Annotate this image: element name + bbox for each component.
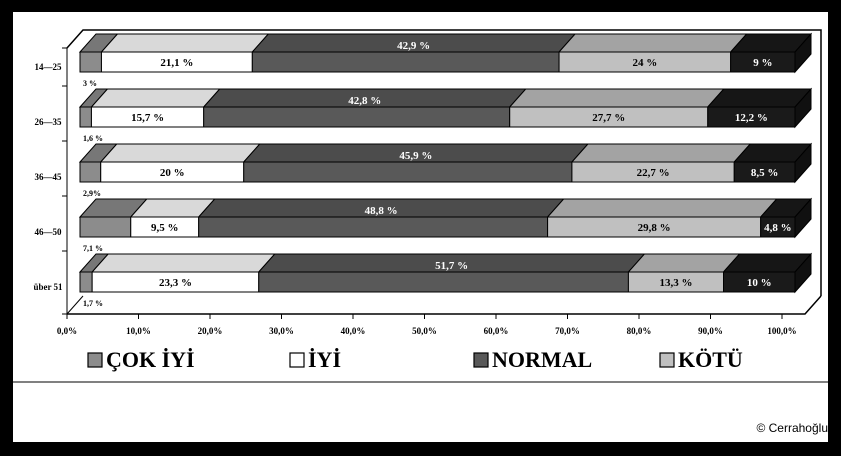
credit-text: © Cerrahoğlu [756, 421, 828, 435]
bar-segment [707, 106, 796, 128]
data-label: 22,7 % [637, 167, 670, 179]
data-label: 4,8 % [764, 222, 792, 234]
bar-top-face [557, 33, 748, 53]
bar-top-face [91, 253, 276, 273]
category-label: 14—25 [35, 62, 63, 72]
data-label: 1,6 % [83, 134, 103, 143]
legend-label: ÇOK İYİ [106, 347, 195, 372]
bar-top-face [546, 198, 778, 218]
bar-segment [258, 271, 629, 293]
category-label: 36—45 [35, 172, 63, 182]
legend-label: İYİ [308, 347, 341, 372]
data-label: 9 % [753, 57, 772, 69]
data-label: 7,1 % [83, 244, 103, 253]
data-label: 13,3 % [659, 277, 692, 289]
floor-edge [67, 295, 822, 315]
category-label: 46—50 [35, 227, 63, 237]
x-tick-label: 100,0% [767, 326, 796, 336]
legend-swatch [473, 352, 489, 368]
x-tick-label: 60,0% [484, 326, 509, 336]
x-tick-label: 30,0% [269, 326, 294, 336]
bar-top-face [570, 143, 752, 163]
bar-top-face [627, 253, 741, 273]
bar-segment [79, 161, 102, 183]
data-label: 45,9 % [399, 150, 432, 162]
data-label: 29,8 % [638, 222, 671, 234]
legend-swatch [87, 352, 103, 368]
x-tick-label: 90,0% [698, 326, 723, 336]
bar-segment [79, 216, 132, 238]
x-tick-label: 70,0% [555, 326, 580, 336]
data-label: 2,9% [83, 189, 101, 198]
data-label: 21,1 % [160, 57, 193, 69]
data-label: 27,7 % [592, 112, 625, 124]
legend-swatch [289, 352, 305, 368]
bar-top-face [508, 88, 725, 108]
bar-segment [733, 161, 796, 183]
plot-area: 0,0% 10,0% 20,0% 30,0% 40,0% 50,0% 60,0% 70,0% 8… [33, 29, 822, 336]
data-label: 42,9 % [397, 40, 430, 52]
x-tick-label: 40,0% [341, 326, 366, 336]
bar-segment [723, 271, 796, 293]
bar-segment [760, 216, 796, 238]
category-label: über 51 [33, 282, 63, 292]
back-wall [66, 29, 822, 280]
bar-segment [79, 106, 92, 128]
bar-top-face [90, 88, 221, 108]
x-tick-label: 10,0% [126, 326, 151, 336]
bar-segment [79, 271, 93, 293]
data-label: 1,7 % [83, 299, 103, 308]
data-label: 15,7 % [131, 112, 164, 124]
x-tick-label: 0,0% [57, 326, 77, 336]
bar-top-face [706, 88, 813, 108]
category-label: 26—35 [35, 117, 63, 127]
data-label: 48,8 % [365, 205, 398, 217]
bar-segment [243, 161, 573, 183]
data-label: 23,3 % [159, 277, 192, 289]
bar-top-face [99, 143, 261, 163]
data-label: 24 % [632, 57, 657, 69]
bar-segment [203, 106, 511, 128]
x-tick-label: 80,0% [627, 326, 652, 336]
legend-swatch [659, 352, 675, 368]
data-label: 42,8 % [348, 95, 381, 107]
x-tick-label: 20,0% [198, 326, 223, 336]
bar-segment [198, 216, 549, 238]
data-label: 10 % [747, 277, 772, 289]
data-label: 8,5 % [751, 167, 779, 179]
x-tick-label: 50,0% [412, 326, 437, 336]
bar-segment [251, 51, 560, 73]
data-label: 51,7 % [435, 260, 468, 272]
legend: ÇOK İYİ İYİ NORMAL KÖTÜ [87, 347, 743, 372]
bar-segment [730, 51, 796, 73]
bar-top-face [100, 33, 270, 53]
legend-label: NORMAL [492, 347, 592, 372]
floor-left-edge [66, 295, 84, 315]
legend-label: KÖTÜ [678, 347, 743, 372]
data-label: 20 % [160, 167, 185, 179]
bar-segment [79, 51, 102, 73]
data-label: 9,5 % [151, 222, 179, 234]
data-label: 12,2 % [735, 112, 768, 124]
data-label: 3 % [83, 79, 97, 88]
